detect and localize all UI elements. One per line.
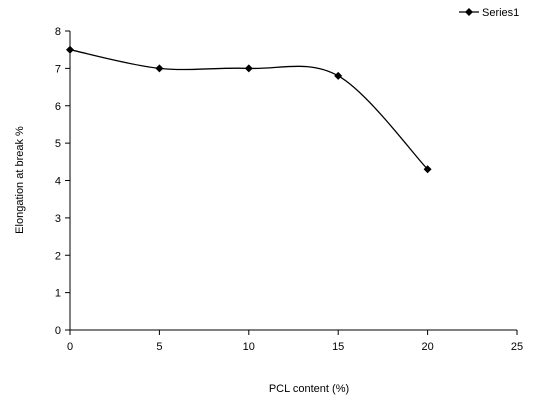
y-axis: 0 1 2 3 4 5 6 7 8 xyxy=(55,26,71,337)
data-point xyxy=(155,64,164,73)
x-tick-label: 25 xyxy=(511,341,523,353)
y-tick-label: 3 xyxy=(55,213,61,225)
data-point xyxy=(334,71,343,80)
y-tick-label: 8 xyxy=(55,26,61,38)
x-tick-label: 0 xyxy=(67,341,73,353)
y-tick-label: 6 xyxy=(55,101,61,113)
y-axis-title: Elongation at break % xyxy=(14,126,26,234)
series-layer xyxy=(66,45,432,174)
y-tick-label: 4 xyxy=(55,176,61,188)
y-tick-label: 7 xyxy=(55,63,61,75)
legend-entry-series1: Series1 xyxy=(482,7,519,19)
data-point xyxy=(66,45,74,54)
legend: Series1 xyxy=(459,7,519,19)
x-axis-title: PCL content (%) xyxy=(269,383,349,395)
x-axis: 0 5 10 15 20 25 xyxy=(67,329,523,353)
x-tick-label: 10 xyxy=(243,341,255,353)
legend-marker xyxy=(465,8,473,16)
y-tick-label: 5 xyxy=(55,138,61,150)
data-point xyxy=(423,165,432,174)
x-tick-label: 15 xyxy=(332,341,344,353)
x-tick-label: 5 xyxy=(156,341,162,353)
y-tick-label: 0 xyxy=(55,325,61,337)
y-tick-label: 1 xyxy=(55,288,61,300)
y-tick-label: 2 xyxy=(55,250,61,262)
data-point xyxy=(244,64,253,73)
x-tick-label: 20 xyxy=(421,341,433,353)
